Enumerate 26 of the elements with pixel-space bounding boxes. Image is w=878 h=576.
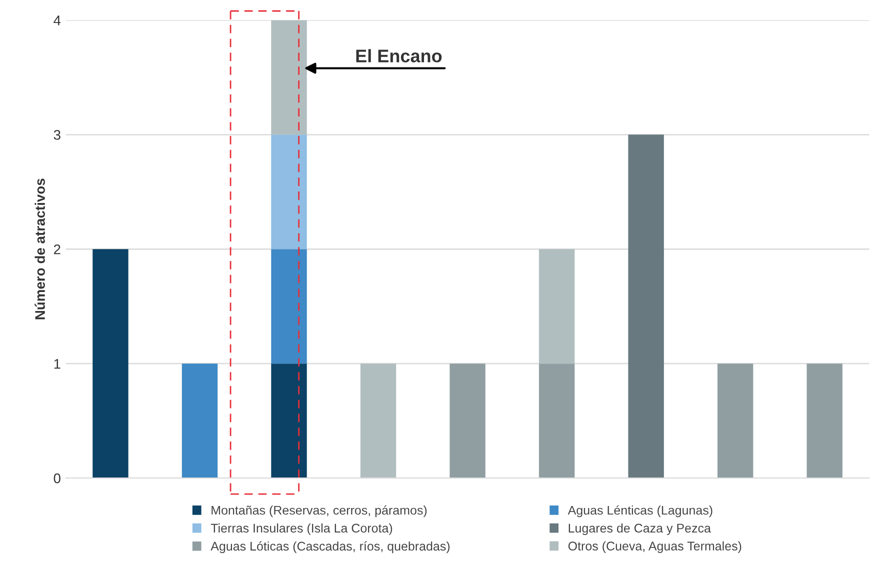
y-tick-label: 2 <box>54 244 60 254</box>
bar <box>271 249 307 364</box>
legend-label: Lugares de Caza y Pezca <box>568 523 711 536</box>
bar <box>271 134 307 250</box>
legend-label: Montañas (Reservas, cerros, páramos) <box>212 505 427 518</box>
bar <box>538 364 575 478</box>
y-tick-label: 4 <box>54 16 61 26</box>
legend-label: Otros (Cueva, Aguas Termales) <box>568 541 742 553</box>
legend-label: Aguas Lénticas (Lagunas) <box>568 505 712 518</box>
y-tick-label: 1 <box>54 359 60 369</box>
legend-label: Aguas Lóticas (Cascadas, ríos, quebradas) <box>210 541 450 554</box>
bar <box>271 20 307 135</box>
annotation: El Encano <box>356 49 442 62</box>
bar <box>450 364 486 478</box>
bar <box>717 364 754 478</box>
y-tick-label: 0 <box>54 473 60 484</box>
bar <box>360 364 396 478</box>
bar <box>271 364 307 478</box>
bar <box>806 364 842 478</box>
legend-label: Tierras Insulares (Isla La Corota) <box>210 523 392 536</box>
bar <box>628 134 664 478</box>
y-tick-label: 3 <box>54 130 60 140</box>
bar <box>182 364 218 478</box>
bar <box>92 249 128 478</box>
bar <box>538 249 575 364</box>
y-axis-title: Número de atractivos <box>34 178 45 320</box>
